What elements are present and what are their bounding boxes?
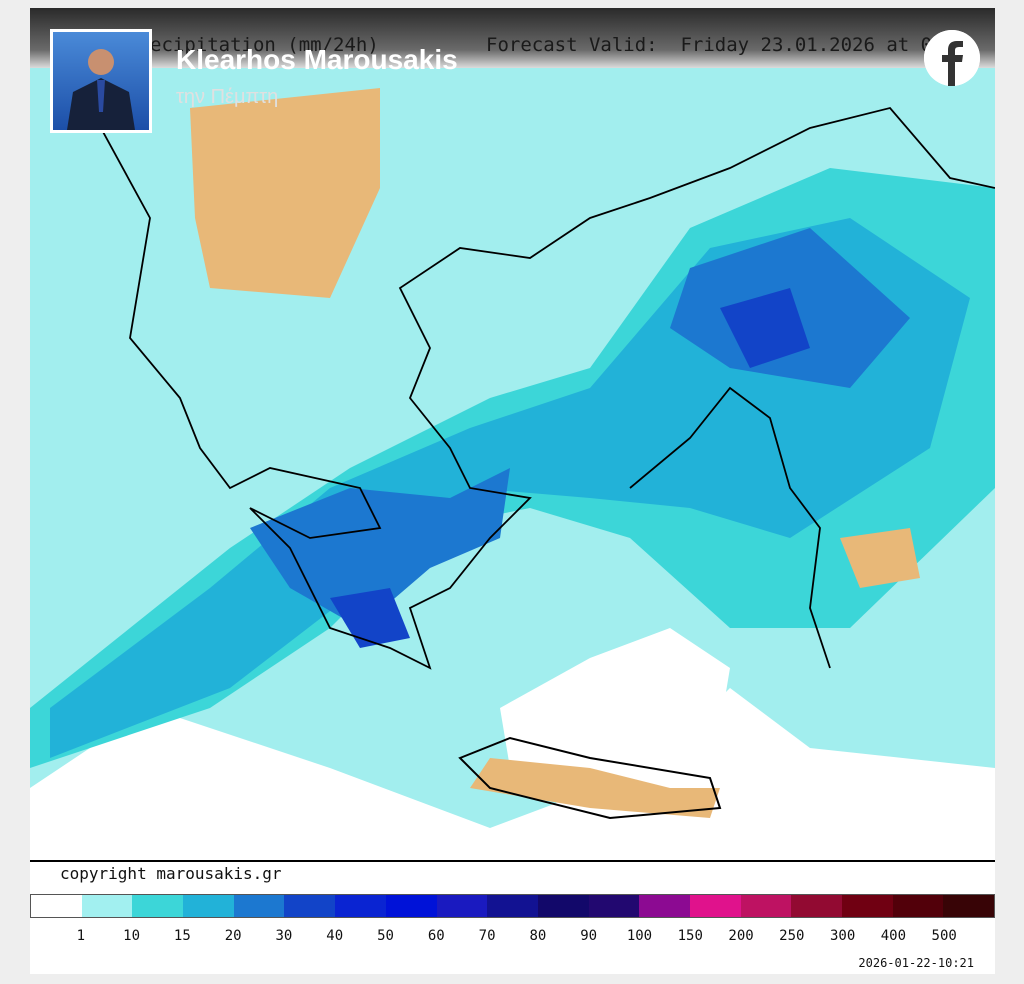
scale-swatch (81, 895, 133, 917)
scale-swatch (233, 895, 285, 917)
facebook-icon[interactable] (924, 30, 980, 86)
scale-swatch (639, 895, 690, 917)
scale-swatch (943, 895, 995, 917)
scale-label: 70 (478, 928, 496, 944)
scale-label: 1 (76, 928, 85, 944)
scale-swatch (588, 895, 640, 917)
color-scale (30, 894, 995, 918)
scale-label: 10 (123, 928, 141, 944)
scale-swatch (132, 895, 184, 917)
scale-label: 50 (377, 928, 394, 944)
profile-photo[interactable] (50, 29, 152, 133)
scale-swatch (487, 895, 538, 917)
scale-swatch (740, 895, 792, 917)
scale-label: 400 (880, 928, 907, 944)
scale-label: 80 (529, 928, 547, 944)
copyright: copyright marousakis.gr (60, 864, 282, 883)
scale-label: 250 (779, 928, 805, 944)
scale-swatch (842, 895, 893, 917)
scale-label: 200 (728, 928, 754, 944)
scale-swatch (385, 895, 437, 917)
post-subtitle: την Πέμπτη (176, 86, 279, 108)
scale-swatch (335, 895, 386, 917)
scale-swatch (791, 895, 842, 917)
divider (30, 860, 995, 862)
avatar-figure (67, 49, 135, 130)
author-name[interactable]: Klearhos Marousakis (176, 44, 458, 75)
scale-label: 300 (829, 928, 856, 944)
scale-label: 150 (677, 928, 703, 944)
precip-map (30, 68, 995, 860)
forecast-valid: Forecast Valid: Friday 23.01.2026 at 00 (486, 34, 944, 56)
scale-label: 90 (580, 928, 598, 944)
fb-glyph (924, 30, 980, 86)
timestamp: 2026-01-22-10:21 (858, 956, 974, 970)
scale-label: 60 (427, 928, 445, 944)
scale-swatch (183, 895, 234, 917)
scale-label: 30 (275, 928, 293, 944)
scale-swatch (689, 895, 741, 917)
scale-label: 100 (626, 928, 653, 944)
scale-label: 15 (173, 928, 191, 944)
scale-swatch (892, 895, 944, 917)
scale-swatch (537, 895, 589, 917)
scale-label: 20 (224, 928, 242, 944)
product-title: ecipitation (mm/24h) (150, 34, 379, 56)
scale-label: 500 (931, 928, 957, 944)
scale-swatch (436, 895, 488, 917)
scale-swatch (31, 895, 82, 917)
header-strip (30, 8, 995, 68)
scale-swatch (284, 895, 336, 917)
scale-label: 40 (326, 928, 344, 944)
